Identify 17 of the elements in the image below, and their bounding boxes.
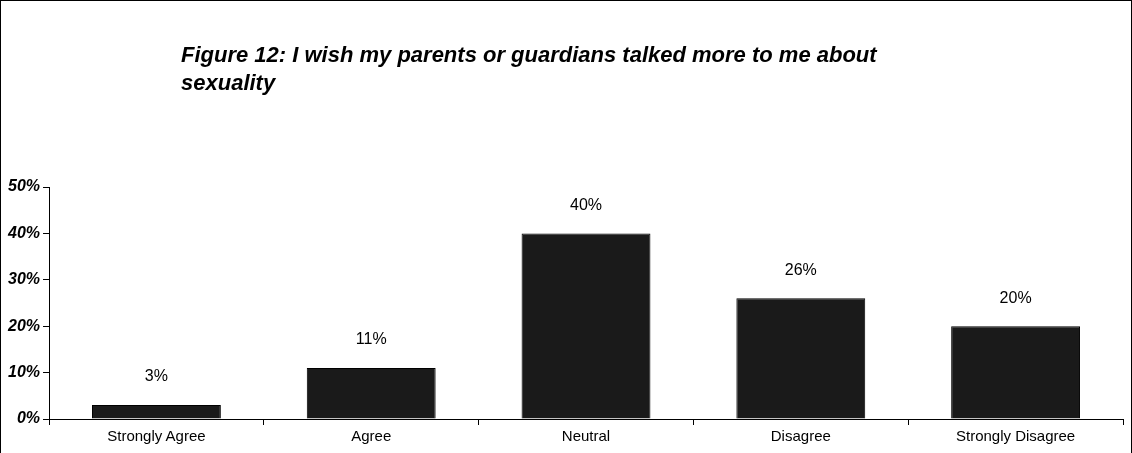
y-tick-label: 30% [7,270,41,288]
y-tick-label: 0% [16,409,41,427]
data-label: 3% [144,367,168,385]
y-tick-label: 10% [7,363,41,381]
x-tick-label: Neutral [561,427,611,445]
data-label: 26% [784,260,817,278]
y-tick-label: 20% [6,316,41,334]
x-tick-label: Strongly Disagree [955,427,1076,445]
chart-title: Figure 12: I wish my parents or guardians talked more to me about sexuality [181,41,879,97]
x-tick-label: Agree [351,427,392,445]
y-tick-label: 40% [6,223,41,241]
data-label: 20% [999,288,1032,306]
data-label: 40% [570,195,603,213]
x-tick-label: Strongly Agree [107,427,206,445]
data-label: 11% [355,330,387,348]
y-tick-label: 50% [7,177,41,195]
x-tick-label: Disagree [770,427,831,445]
